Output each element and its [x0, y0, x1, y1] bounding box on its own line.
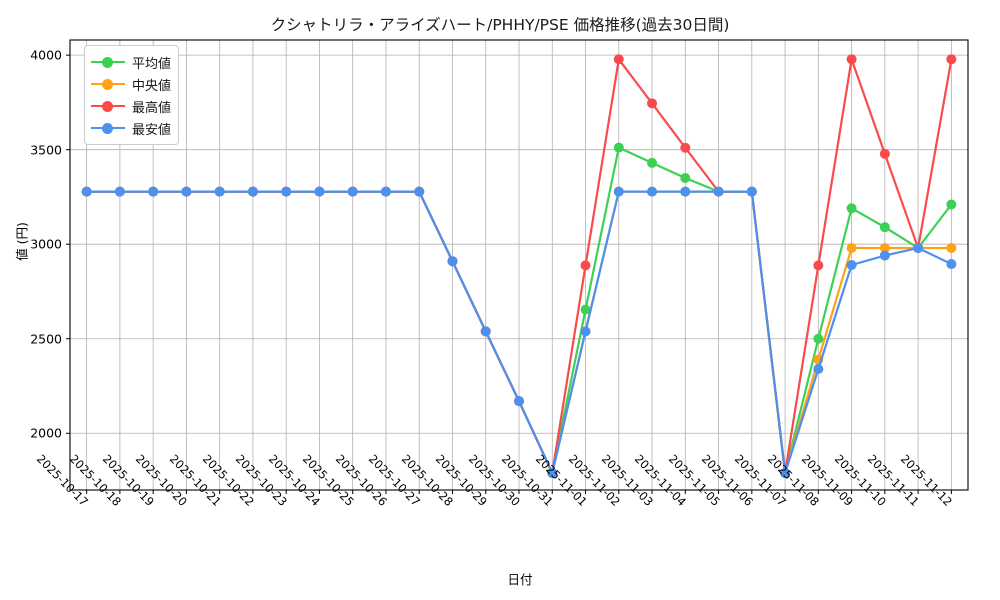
data-point [247, 186, 258, 197]
data-point [480, 326, 491, 337]
data-point [81, 186, 92, 197]
y-tick-label: 4000 [30, 47, 62, 63]
data-point [846, 242, 857, 253]
legend-label: 中央値 [132, 78, 172, 94]
y-tick-label: 3500 [30, 142, 62, 158]
legend-marker-icon [91, 55, 125, 69]
data-point [613, 54, 624, 65]
legend-label: 最安値 [132, 122, 172, 138]
y-tick-label: 2500 [30, 331, 62, 347]
data-point [580, 326, 591, 337]
data-point [613, 186, 624, 197]
data-point [580, 304, 591, 315]
data-point [380, 186, 391, 197]
data-point [846, 203, 857, 214]
legend-marker-icon [91, 121, 125, 135]
data-point [547, 467, 558, 478]
data-point [879, 148, 890, 159]
legend-item[interactable]: 中央値 [91, 73, 171, 95]
axis-ticks [66, 54, 952, 494]
data-point [846, 260, 857, 270]
data-point [214, 186, 225, 197]
data-point [946, 242, 957, 253]
data-point [713, 186, 724, 197]
data-point [780, 467, 791, 478]
legend-label: 平均値 [132, 56, 172, 72]
legend-label: 最高値 [132, 100, 172, 116]
data-point [946, 259, 957, 270]
data-point [879, 222, 890, 233]
data-point [114, 186, 125, 197]
y-tick-label: 2000 [30, 425, 62, 441]
data-point [414, 186, 425, 197]
data-point [680, 186, 691, 197]
data-point [846, 54, 857, 65]
legend-marker-icon [91, 99, 125, 113]
chart-legend: 平均値中央値最高値最安値 [84, 45, 180, 145]
data-point [181, 186, 192, 197]
data-point [946, 54, 957, 65]
data-point [879, 242, 890, 253]
grid-lines [70, 40, 968, 490]
legend-item[interactable]: 最高値 [91, 95, 171, 117]
data-series [81, 54, 957, 478]
data-point [314, 186, 325, 197]
data-point [879, 250, 890, 261]
data-point [514, 396, 524, 407]
data-point [746, 186, 757, 197]
data-point [913, 242, 924, 253]
data-point [148, 186, 159, 197]
legend-item[interactable]: 平均値 [91, 51, 171, 73]
plot-frame [69, 39, 969, 491]
data-point [680, 142, 691, 153]
data-point [647, 186, 658, 197]
data-point [813, 363, 824, 374]
y-tick-label: 3000 [30, 236, 62, 252]
legend-item[interactable]: 最安値 [91, 117, 171, 139]
data-point [680, 173, 691, 184]
data-point [647, 157, 658, 168]
chart-title: クシャトリラ・アライズハート/PHHY/PSE 価格推移(過去30日間) [270, 16, 730, 34]
data-point [347, 186, 358, 197]
data-point [580, 260, 591, 271]
x-axis-label: 日付 [507, 572, 533, 587]
data-point [813, 333, 824, 344]
data-point [647, 98, 658, 109]
data-point [813, 260, 824, 271]
data-point [946, 199, 957, 210]
series-3 [81, 186, 957, 478]
data-point [281, 186, 292, 197]
data-point [613, 142, 624, 153]
data-point [447, 256, 458, 267]
legend-marker-icon [91, 77, 125, 91]
